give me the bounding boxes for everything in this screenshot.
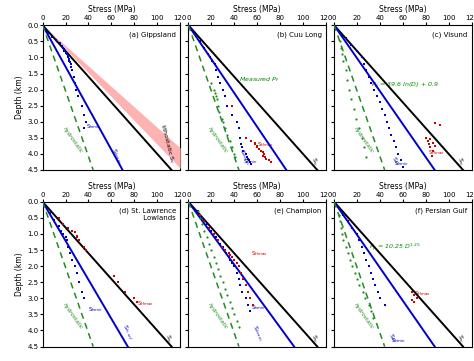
X-axis label: Stress (MPa): Stress (MPa)	[88, 5, 135, 14]
Text: S$_v$: S$_v$	[455, 333, 465, 343]
Text: S$_{hmin}$: S$_{hmin}$	[86, 122, 101, 131]
Text: lithostatic S$_v$: lithostatic S$_v$	[158, 123, 177, 165]
Text: S$_{Hmax}$: S$_{Hmax}$	[414, 289, 431, 298]
Text: S$_h$: S$_h$	[389, 155, 401, 166]
Text: S$_{hmin}$: S$_{hmin}$	[394, 159, 409, 168]
Text: S$_{hmin}$: S$_{hmin}$	[89, 305, 103, 314]
Text: S$_{hmin}$: S$_{hmin}$	[109, 146, 123, 165]
Text: S$_v$: S$_v$	[455, 156, 465, 167]
Text: S$_{Hmax}$: S$_{Hmax}$	[428, 148, 445, 157]
Text: hydrostatic: hydrostatic	[207, 126, 229, 154]
Text: S$_v$: S$_v$	[164, 333, 174, 343]
Text: (c) Visund: (c) Visund	[432, 31, 467, 38]
Text: P$_p$ = 10.25 D$^{1.25}$: P$_p$ = 10.25 D$^{1.25}$	[368, 241, 420, 253]
Text: S$_v$: S$_v$	[309, 156, 320, 167]
Text: S$_{hmin}$: S$_{hmin}$	[251, 304, 266, 312]
Text: S$_{h,ref}$: S$_{h,ref}$	[120, 323, 135, 343]
Text: S$_h$: S$_h$	[386, 331, 397, 343]
Text: P$_p$ = 39.6 ln(D) + 0.9: P$_p$ = 39.6 ln(D) + 0.9	[371, 81, 439, 91]
Text: (a) Gippsland: (a) Gippsland	[129, 31, 176, 38]
Text: S$_{Hmax}$: S$_{Hmax}$	[137, 299, 154, 308]
Y-axis label: Depth (km): Depth (km)	[16, 252, 25, 296]
Text: hydrostatic: hydrostatic	[62, 126, 83, 154]
Text: S$_{hmin}$: S$_{hmin}$	[237, 147, 252, 166]
X-axis label: Stress (MPa): Stress (MPa)	[233, 182, 281, 191]
Text: (b) Cuu Long: (b) Cuu Long	[277, 31, 322, 38]
Text: S$_{hmin}$: S$_{hmin}$	[243, 157, 258, 166]
X-axis label: Stress (MPa): Stress (MPa)	[233, 5, 281, 14]
Text: (d) St. Lawrence
     Lowlands: (d) St. Lawrence Lowlands	[119, 208, 176, 221]
Text: hydrostatic: hydrostatic	[62, 302, 83, 330]
Text: S$_{hmin}$: S$_{hmin}$	[250, 324, 264, 343]
Text: S$_{hmin}$: S$_{hmin}$	[392, 336, 406, 345]
Y-axis label: Depth (km): Depth (km)	[16, 76, 25, 119]
Text: S$_v$: S$_v$	[309, 333, 320, 343]
Text: (f) Persian Gulf: (f) Persian Gulf	[415, 208, 467, 214]
Text: hydrostatic: hydrostatic	[353, 302, 375, 330]
Text: S$_{Hmax}$: S$_{Hmax}$	[257, 140, 274, 149]
Text: hydrostatic: hydrostatic	[353, 126, 375, 154]
Text: (e) Champion: (e) Champion	[274, 208, 322, 214]
X-axis label: Stress (MPa): Stress (MPa)	[379, 5, 427, 14]
Text: Measured P$_F$: Measured P$_F$	[239, 75, 280, 84]
Text: hydrostatic: hydrostatic	[207, 302, 229, 330]
X-axis label: Stress (MPa): Stress (MPa)	[88, 182, 135, 191]
Text: S$_{Hmax}$: S$_{Hmax}$	[251, 249, 268, 258]
X-axis label: Stress (MPa): Stress (MPa)	[379, 182, 427, 191]
